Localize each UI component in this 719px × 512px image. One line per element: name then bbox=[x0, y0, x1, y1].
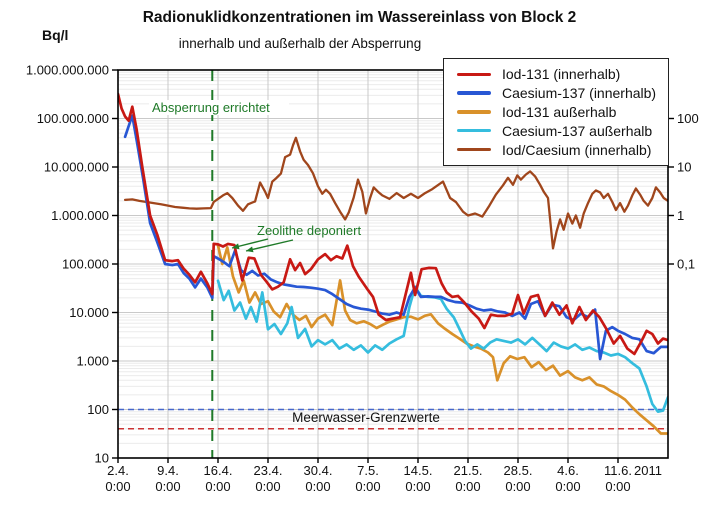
legend-item-cs_out: Caesium-137 außerhalb bbox=[444, 123, 668, 139]
annotation-sea-limits: Meerwasser-Grenzwerte bbox=[292, 410, 440, 425]
y-axis-tick-label: 100.000.000 bbox=[37, 111, 109, 126]
legend-item-cs_in: Caesium-137 (innerhalb) bbox=[444, 85, 668, 101]
y-axis-tick-label: 1.000 bbox=[76, 354, 109, 369]
zeolite-arrowhead bbox=[246, 246, 254, 253]
right-axis-tick-label: 100 bbox=[677, 111, 699, 126]
x-axis-time-label: 0:00 bbox=[505, 479, 530, 494]
annotation-barrier: Absperrung errichtet bbox=[152, 100, 270, 115]
legend-label-cs_in: Caesium-137 (innerhalb) bbox=[502, 85, 657, 102]
y-axis-tick-label: 100 bbox=[87, 402, 109, 417]
x-axis-time-label: 0:00 bbox=[355, 479, 380, 494]
right-axis-tick-label: 0,1 bbox=[677, 257, 695, 272]
x-axis-time-label: 0:00 bbox=[405, 479, 430, 494]
legend-label-iod_out: Iod-131 außerhalb bbox=[502, 103, 617, 120]
legend-item-iod_out: Iod-131 außerhalb bbox=[444, 104, 668, 120]
x-axis-date-label: 28.5. bbox=[504, 463, 533, 478]
legend-label-iod_in: Iod-131 (innerhalb) bbox=[502, 66, 621, 83]
x-axis-time-label: 0:00 bbox=[555, 479, 580, 494]
legend: Iod-131 (innerhalb) Caesium-137 (innerhal… bbox=[443, 58, 669, 166]
x-axis-date-label: 23.4. bbox=[254, 463, 283, 478]
annotation-zeolite: Zeolithe deponiert bbox=[257, 223, 361, 238]
x-axis-year-label: 2011 bbox=[634, 463, 662, 478]
right-axis-tick-label: 10 bbox=[677, 160, 691, 175]
zeolite-arrow bbox=[245, 239, 294, 252]
x-axis-date-label: 14.5. bbox=[404, 463, 433, 478]
y-axis-tick-label: 10 bbox=[95, 451, 109, 466]
series-line-brown bbox=[123, 136, 668, 250]
x-axis-date-label: 9.4. bbox=[157, 463, 179, 478]
zeolite-arrowhead bbox=[232, 243, 240, 250]
right-axis-tick-label: 1 bbox=[677, 208, 684, 223]
legend-item-iod_in: Iod-131 (innerhalb) bbox=[444, 66, 668, 82]
x-axis-date-label: 21.5. bbox=[454, 463, 483, 478]
x-axis-time-label: 0:00 bbox=[155, 479, 180, 494]
y-axis-tick-label: 100.000 bbox=[62, 257, 109, 272]
legend-swatch-cs_out bbox=[457, 129, 491, 133]
y-axis-tick-label: 10.000 bbox=[69, 305, 109, 320]
chart-subtitle: innerhalb und außerhalb der Absperrung bbox=[178, 36, 422, 51]
series-line-red bbox=[118, 92, 668, 356]
x-axis-time-label: 0:00 bbox=[605, 479, 630, 494]
legend-swatch-iod_in bbox=[457, 72, 491, 77]
legend-item-ratio: Iod/Caesium (innerhalb) bbox=[444, 142, 668, 158]
series-group bbox=[118, 92, 668, 435]
x-axis-date-label: 2.4. bbox=[107, 463, 129, 478]
legend-label-ratio: Iod/Caesium (innerhalb) bbox=[502, 141, 652, 158]
legend-swatch-cs_in bbox=[457, 91, 491, 95]
legend-swatch-iod_out bbox=[457, 110, 491, 114]
y-axis-tick-label: 1.000.000 bbox=[51, 208, 109, 223]
x-axis-time-label: 0:00 bbox=[455, 479, 480, 494]
x-axis-date-label: 11.6. bbox=[604, 463, 632, 478]
x-axis-date-label: 7.5. bbox=[357, 463, 379, 478]
series-line-orange bbox=[216, 244, 668, 435]
x-axis-date-label: 4.6. bbox=[557, 463, 579, 478]
x-axis-time-label: 0:00 bbox=[255, 479, 280, 494]
x-axis-date-label: 30.4. bbox=[304, 463, 333, 478]
y-axis-tick-label: 10.000.000 bbox=[44, 160, 109, 175]
y-axis-tick-label: 1.000.000.000 bbox=[26, 63, 109, 78]
legend-label-cs_out: Caesium-137 außerhalb bbox=[502, 122, 653, 139]
x-axis-time-label: 0:00 bbox=[205, 479, 230, 494]
x-axis-date-label: 16.4. bbox=[204, 463, 233, 478]
x-axis-time-label: 0:00 bbox=[305, 479, 330, 494]
chart-title: Radionuklidkonzentrationen im Wassereinl… bbox=[142, 9, 577, 26]
annotation-underlay bbox=[149, 100, 289, 115]
legend-swatch-ratio bbox=[457, 147, 491, 152]
y-axis-unit-label: Bq/l bbox=[42, 27, 69, 43]
x-axis-time-label: 0:00 bbox=[105, 479, 130, 494]
